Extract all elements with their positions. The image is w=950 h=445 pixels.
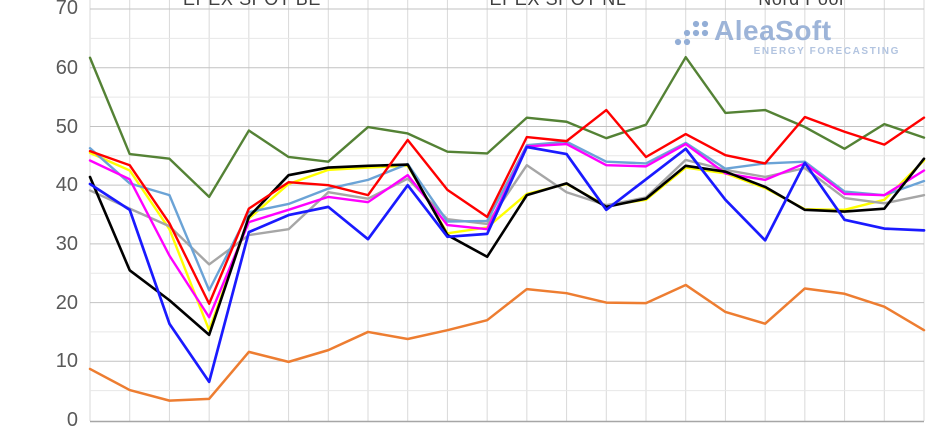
- y-tick-label: 10: [55, 350, 78, 372]
- y-tick-label: 50: [55, 116, 78, 138]
- y-tick-label: 70: [55, 0, 78, 19]
- y-tick-label: 60: [55, 57, 78, 79]
- series-black-line: [88, 157, 926, 337]
- y-tick-label: 30: [55, 233, 78, 255]
- legend-item-nord-pool: Nord Pool: [758, 0, 843, 9]
- y-tick-label: 40: [55, 174, 78, 196]
- series-blue-line: [88, 145, 926, 384]
- logo-dots-icon: [674, 20, 709, 46]
- y-axis: 70 60 50 40 30 20 10 0: [0, 0, 78, 445]
- series-orange-line: [88, 283, 926, 402]
- series-lightblue-line: [88, 140, 926, 292]
- y-tick-label: 0: [66, 409, 78, 431]
- legend-item-epex-spot-be: EPEX SPOT BE: [183, 0, 321, 9]
- legend-item-epex-spot-nl: EPEX SPOT NL: [490, 0, 627, 9]
- logo-wordmark: AleaSoft: [714, 15, 832, 46]
- logo-subtitle: ENERGY FORECASTING: [753, 46, 900, 57]
- series-red-line: [88, 108, 926, 305]
- aleasoft-logo: AleaSoft ENERGY FORECASTING: [674, 15, 900, 61]
- series-green-line: [88, 55, 926, 199]
- y-tick-label: 20: [55, 292, 78, 314]
